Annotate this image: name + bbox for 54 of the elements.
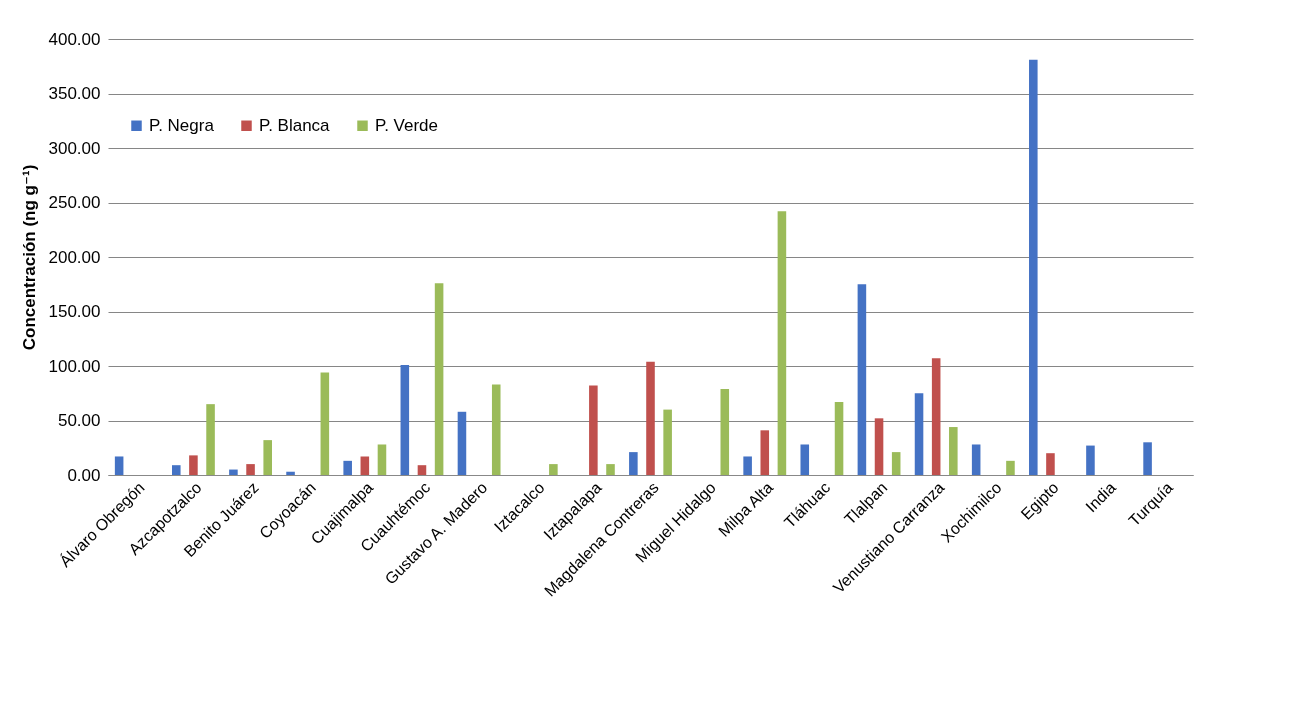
- bar: [377, 444, 387, 475]
- y-tick-label: 200.00: [48, 247, 101, 267]
- bar: [800, 444, 810, 475]
- y-tick-label: 300.00: [48, 138, 101, 158]
- bar: [589, 385, 598, 475]
- bar: [206, 404, 215, 475]
- bar: [246, 464, 255, 475]
- bar: [1046, 453, 1055, 475]
- y-tick-label: 50.00: [57, 411, 101, 430]
- bar: [320, 372, 330, 475]
- bar: [857, 284, 867, 475]
- bar: [263, 440, 272, 475]
- bar: [286, 471, 295, 475]
- bar: [457, 411, 467, 475]
- y-tick-label: 400.00: [48, 29, 101, 49]
- legend-label: P. Verde: [375, 115, 439, 135]
- bar: [949, 427, 958, 475]
- bar: [760, 430, 770, 475]
- bar: [491, 384, 501, 475]
- y-tick-label: 350.00: [48, 84, 101, 103]
- bar: [646, 361, 655, 475]
- bar: [549, 464, 558, 475]
- bar: [914, 393, 924, 475]
- y-tick-label: 150.00: [48, 302, 101, 321]
- bar: [629, 452, 638, 475]
- bar: [417, 465, 427, 475]
- bar: [400, 364, 410, 475]
- bar: [1143, 442, 1152, 475]
- bar: [777, 211, 787, 475]
- y-axis-title: Concentración (ng g⁻¹): [19, 164, 39, 351]
- bar: [743, 456, 752, 475]
- bar: [343, 460, 352, 475]
- bar: [1029, 59, 1038, 475]
- bar: [891, 452, 901, 475]
- y-tick-label: 100.00: [48, 356, 101, 376]
- y-tick-label: 0.00: [67, 465, 101, 485]
- bar: [360, 456, 370, 475]
- bar: [931, 358, 941, 475]
- bar: [1086, 445, 1095, 475]
- legend-label: P. Negra: [149, 115, 215, 135]
- bar: [434, 283, 444, 475]
- bar: [189, 455, 198, 475]
- bar: [1006, 460, 1015, 475]
- bar: [114, 456, 124, 475]
- bar: [229, 469, 238, 475]
- bar: [971, 444, 981, 475]
- bar: [663, 409, 672, 475]
- bar: [874, 418, 884, 475]
- bar: [834, 401, 844, 475]
- bar: [720, 388, 730, 475]
- y-tick-label: 250.00: [48, 193, 101, 212]
- bar: [171, 465, 181, 475]
- legend-label: P. Blanca: [259, 115, 331, 135]
- bar: [606, 464, 615, 475]
